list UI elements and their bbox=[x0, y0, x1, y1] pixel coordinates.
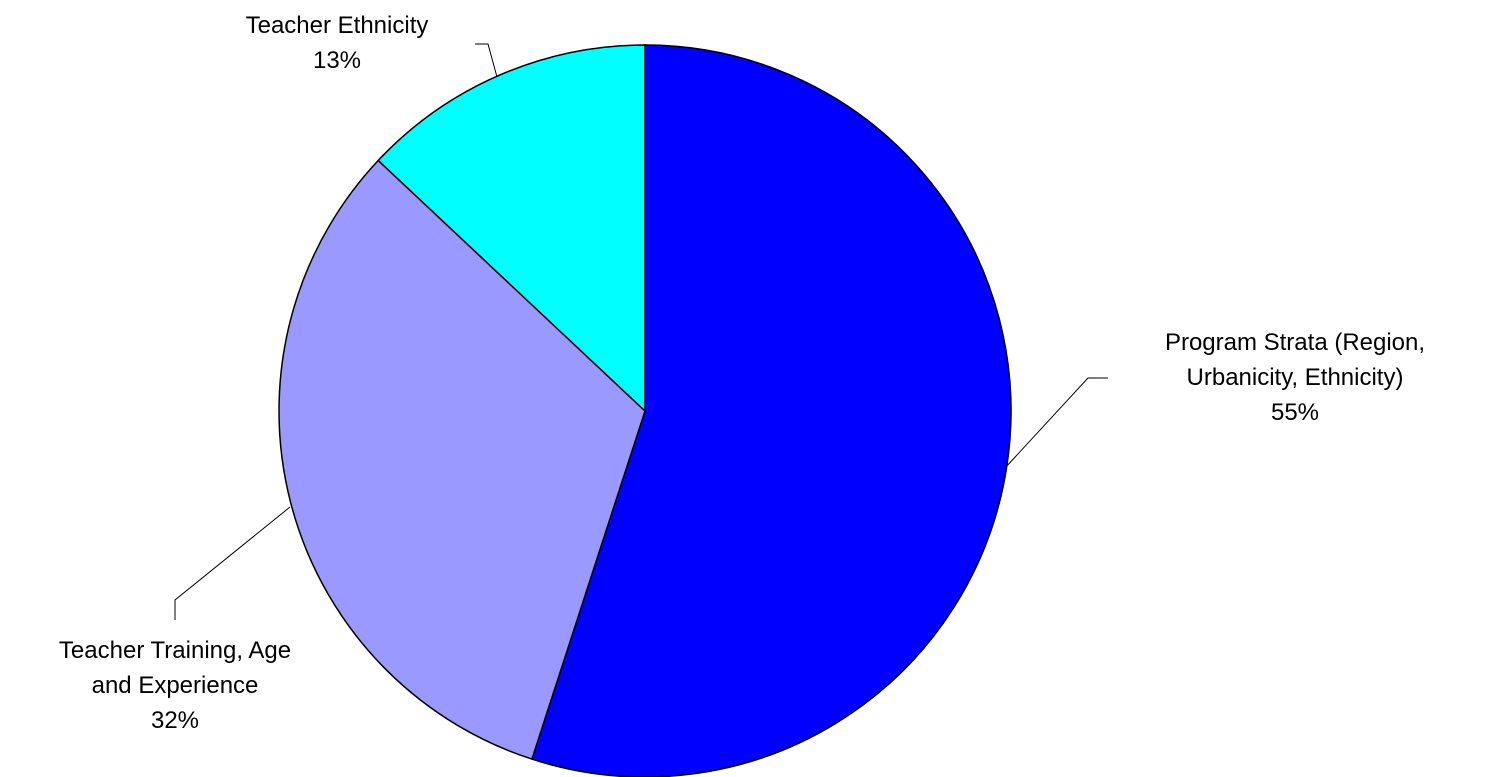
slice-labels: Program Strata (Region, Urbanicity, Ethni… bbox=[59, 12, 1425, 734]
slice-label-1-line-2: Urbanicity, Ethnicity) bbox=[1187, 364, 1404, 391]
pie-slice-1 bbox=[530, 44, 1012, 777]
pie-slices bbox=[278, 44, 1012, 777]
slice-label-2: Teacher Training, Age and Experience 32% bbox=[59, 637, 291, 734]
leader-lines bbox=[174, 43, 1108, 620]
slice-label-3-line-2: 13% bbox=[313, 47, 361, 74]
slice-label-2-line-3: 32% bbox=[151, 707, 199, 734]
leader-line-1 bbox=[1004, 377, 1108, 469]
slice-label-2-line-1: Teacher Training, Age bbox=[59, 637, 291, 664]
slice-label-1-line-3: 55% bbox=[1271, 399, 1319, 426]
slice-label-2-line-2: and Experience bbox=[92, 672, 259, 699]
pie-slice-2 bbox=[278, 159, 646, 761]
slice-label-3-line-1: Teacher Ethnicity bbox=[246, 12, 429, 39]
slice-label-1: Program Strata (Region, Urbanicity, Ethni… bbox=[1165, 329, 1425, 426]
slice-label-1-line-1: Program Strata (Region, bbox=[1165, 329, 1425, 356]
leader-line-3 bbox=[475, 43, 498, 78]
pie-slice-3 bbox=[377, 44, 646, 413]
leader-line-2 bbox=[174, 506, 291, 620]
slice-label-3: Teacher Ethnicity 13% bbox=[246, 12, 429, 74]
